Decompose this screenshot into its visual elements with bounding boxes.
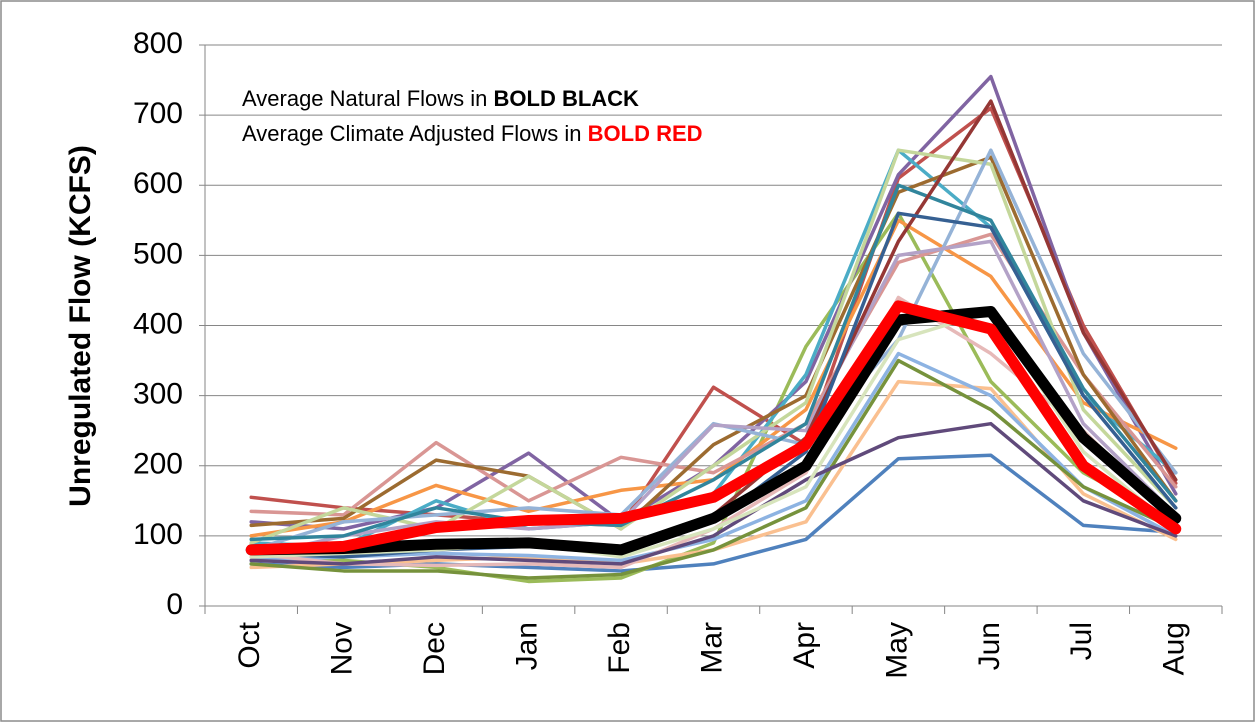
x-tick-label: Oct — [233, 621, 266, 668]
series-line — [249, 183, 1178, 542]
average-line — [245, 305, 1182, 556]
series-line — [249, 351, 1178, 563]
x-tick-label: Nov — [326, 622, 359, 675]
annotation-emphasis: BOLD RED — [588, 121, 703, 146]
series-line — [249, 239, 1178, 559]
y-tick-label: 0 — [166, 588, 183, 621]
series-line — [249, 155, 1178, 531]
x-tick-label: Feb — [603, 622, 636, 674]
annotation: Average Climate Adjusted Flows in BOLD R… — [242, 121, 703, 146]
x-tick-label: Aug — [1158, 622, 1191, 675]
y-tick-label: 800 — [133, 27, 183, 60]
y-tick-label: 500 — [133, 237, 183, 270]
x-tick-label: Dec — [418, 622, 451, 675]
x-tick-label: Jul — [1065, 622, 1098, 660]
y-tick-label: 600 — [133, 167, 183, 200]
series-line — [249, 421, 1178, 566]
y-tick-label: 200 — [133, 448, 183, 481]
series-line — [249, 358, 1178, 580]
x-tick-label: Jun — [973, 622, 1006, 670]
y-tick-label: 400 — [133, 307, 183, 340]
series-line — [249, 148, 1178, 545]
annotation-emphasis: BOLD BLACK — [494, 86, 640, 111]
y-axis-title: Unregulated Flow (KCFS) — [64, 145, 97, 507]
average-line — [245, 300, 1182, 556]
x-tick-label: May — [880, 622, 913, 679]
x-tick-label: Mar — [695, 622, 728, 674]
x-tick-label: Apr — [788, 622, 821, 669]
annotation-text: Average Natural Flows in — [242, 86, 494, 111]
y-tick-label: 700 — [133, 97, 183, 130]
annotation-text: Average Climate Adjusted Flows in — [242, 121, 588, 146]
annotation: Average Natural Flows in BOLD BLACK — [242, 86, 639, 111]
x-tick-label: Jan — [511, 622, 544, 670]
y-tick-label: 100 — [133, 518, 183, 551]
y-tick-label: 300 — [133, 378, 183, 411]
